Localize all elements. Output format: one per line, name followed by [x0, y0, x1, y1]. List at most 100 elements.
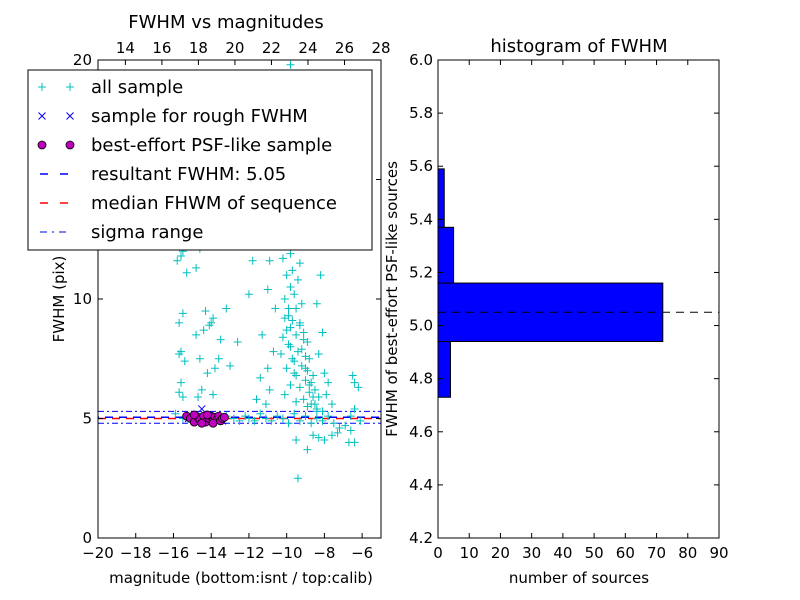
all-sample-point: [271, 304, 280, 313]
all-sample-point: [320, 436, 329, 445]
all-sample-point: [299, 395, 308, 404]
top-tick-label: 14: [116, 39, 135, 57]
all-sample-point: [295, 318, 304, 327]
all-sample-point: [333, 428, 342, 437]
all-sample-point: [320, 369, 329, 378]
all-sample-point: [250, 416, 259, 425]
top-tick-label: 26: [335, 39, 354, 57]
all-sample-point: [214, 354, 223, 363]
x-tick-label: 70: [647, 544, 666, 562]
x-tick-label: −16: [158, 544, 190, 562]
all-sample-point: [327, 431, 336, 440]
y-tick-label: 5.0: [409, 317, 433, 335]
all-sample-point: [222, 304, 231, 313]
y-tick-label: 20: [73, 51, 92, 69]
scatter-title: FWHM vs magnitudes: [128, 12, 323, 33]
all-sample-point: [307, 419, 316, 428]
scatter-y-label: FWHM (pix): [50, 256, 68, 343]
all-sample-point: [288, 316, 297, 325]
all-sample-point: [273, 412, 282, 421]
all-sample-point: [199, 326, 208, 335]
all-sample-point: [314, 349, 323, 358]
all-sample-point: [175, 318, 184, 327]
psf-like-point: [197, 418, 207, 428]
x-tick-label: −10: [271, 544, 303, 562]
all-sample-point: [256, 409, 265, 418]
all-sample-point: [299, 328, 308, 337]
x-tick-label: 40: [553, 544, 572, 562]
all-sample-point: [286, 381, 295, 390]
all-sample-point: [282, 364, 291, 373]
top-tick-label: 24: [298, 39, 317, 57]
all-sample-point: [267, 416, 276, 425]
x-tick-label: 50: [585, 544, 604, 562]
legend-entry: median FHWM of sequence: [40, 193, 337, 214]
top-tick-label: 18: [189, 39, 208, 57]
scatter-axes: −20−18−16−14−12−10−8−6051015201416182022…: [73, 39, 391, 562]
all-sample-point: [263, 364, 272, 373]
all-sample-point: [301, 364, 310, 373]
all-sample-point: [350, 378, 359, 387]
histogram-bar: [437, 168, 445, 228]
all-sample-point: [286, 283, 295, 292]
all-sample-point: [327, 400, 336, 409]
all-sample-point: [178, 392, 187, 401]
all-sample-point: [280, 295, 289, 303]
x-tick-label: 90: [709, 544, 728, 562]
x-tick-label: 0: [433, 544, 443, 562]
all-sample-point: [286, 323, 295, 332]
y-tick-label: 5.6: [409, 157, 433, 175]
all-sample-point: [203, 369, 212, 378]
x-tick-label: 80: [678, 544, 697, 562]
x-tick-label: −14: [195, 544, 227, 562]
all-sample-point: [329, 419, 338, 428]
histogram-y-label: FWHM of best-effort PSF-like sources: [383, 161, 401, 437]
legend-entry: best-effort PSF-like sample: [37, 135, 332, 156]
all-sample-point: [171, 409, 180, 418]
all-sample-point: [318, 416, 327, 425]
all-sample-point: [192, 263, 201, 272]
all-sample-point: [322, 390, 331, 399]
x-tick-label: 60: [616, 544, 635, 562]
all-sample-point: [263, 285, 272, 294]
all-sample-point: [309, 431, 318, 440]
all-sample-point: [288, 354, 297, 363]
all-sample-point: [197, 385, 206, 394]
all-sample-point: [192, 330, 201, 339]
all-sample-point: [309, 371, 318, 380]
legend-label: sample for rough FWHM: [91, 106, 308, 127]
all-sample-point: [314, 392, 323, 401]
all-sample-point: [341, 421, 350, 430]
all-sample-point: [305, 388, 314, 397]
all-sample-point: [278, 254, 287, 263]
all-sample-point: [318, 407, 327, 416]
legend-entry: sigma range: [40, 222, 203, 243]
all-sample-point: [290, 369, 299, 378]
all-sample-point: [282, 271, 291, 280]
y-tick-label: 10: [73, 290, 92, 308]
all-sample-point: [295, 416, 304, 425]
all-sample-point: [235, 416, 244, 425]
all-sample-point: [258, 330, 267, 339]
top-tick-label: 28: [371, 39, 390, 57]
rough-fwhm-point: [197, 405, 206, 413]
all-sample-point: [177, 378, 186, 387]
x-tick-label: −8: [313, 544, 335, 562]
legend-entry: resultant FWHM: 5.05: [40, 164, 286, 185]
all-sample-point: [284, 419, 293, 428]
scatter-chart: FWHM vs magnitudes −20 −18 −16 −14 −12 −10 −8−…: [27, 12, 391, 587]
top-tick-label: 20: [225, 39, 244, 57]
all-sample-point: [286, 60, 295, 69]
legend: all sample sample for rough FWHM best-effo…: [27, 69, 373, 251]
all-sample-point: [292, 436, 301, 445]
y-tick-label: 0: [82, 529, 92, 547]
histogram-bar: [437, 340, 451, 398]
all-sample-point: [248, 256, 257, 265]
legend-marker: [38, 112, 46, 120]
all-sample-point: [301, 376, 310, 385]
histogram-plot-frame: [437, 59, 720, 539]
histogram-x-label: number of sources: [509, 569, 649, 587]
all-sample-point: [216, 335, 225, 344]
legend-label: median FHWM of sequence: [91, 193, 337, 214]
psf-like-point: [203, 410, 212, 420]
